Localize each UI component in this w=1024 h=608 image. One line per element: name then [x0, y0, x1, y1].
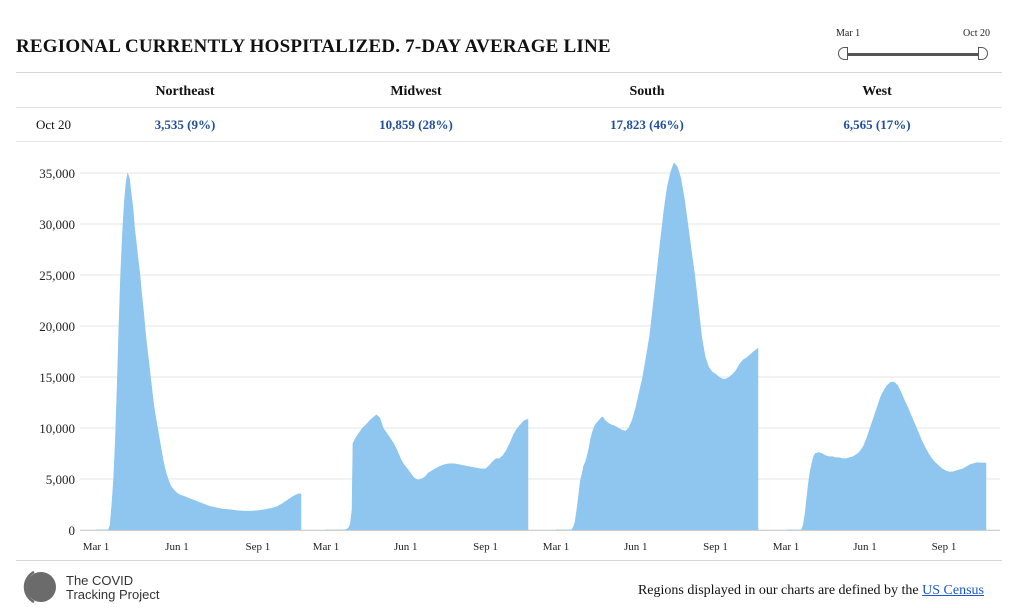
- y-tick-label: 30,000: [39, 217, 75, 232]
- y-tick-label: 5,000: [46, 472, 75, 487]
- area-series-south: [556, 162, 759, 531]
- x-tick-label: Mar 1: [543, 541, 570, 553]
- footnote-text: Regions displayed in our charts are defi…: [637, 583, 919, 598]
- footer-divider: [16, 560, 1002, 561]
- y-tick-label: 35,000: [39, 166, 75, 181]
- region-header-south: South: [629, 84, 665, 99]
- x-tick-label: Mar 1: [83, 541, 110, 553]
- logo-text: The COVID Tracking Project: [66, 574, 159, 602]
- slider-end-label: Oct 20: [963, 28, 990, 39]
- logo-line-1: The COVID: [66, 573, 134, 588]
- regions-footnote: Regions displayed in our charts are defi…: [638, 583, 984, 599]
- slider-track[interactable]: [844, 53, 984, 56]
- us-census-link[interactable]: US Census: [922, 583, 984, 598]
- header-divider: [16, 107, 1002, 108]
- region-header-west: West: [862, 84, 892, 99]
- chart-title: REGIONAL CURRENTLY HOSPITALIZED. 7-DAY A…: [16, 36, 611, 57]
- x-tick-label: Sep 1: [246, 541, 271, 553]
- x-tick-label: Mar 1: [313, 541, 340, 553]
- region-header-midwest: Midwest: [390, 84, 442, 99]
- covid-tracking-project-logo: [23, 570, 56, 604]
- title-divider: [16, 72, 1002, 73]
- slider-end-handle[interactable]: [978, 47, 988, 60]
- region-value-northeast: 3,535 (9%): [154, 117, 216, 132]
- slider-start-handle[interactable]: [838, 47, 848, 60]
- region-value-south: 17,823 (46%): [610, 117, 684, 132]
- x-tick-label: Sep 1: [932, 541, 957, 553]
- logo-line-2: Tracking Project: [66, 587, 160, 602]
- y-tick-label: 15,000: [39, 370, 75, 385]
- x-tick-label: Sep 1: [473, 541, 498, 553]
- values-divider: [16, 141, 1002, 142]
- region-value-midwest: 10,859 (28%): [379, 117, 453, 132]
- area-series-west: [786, 381, 987, 531]
- x-tick-label: Mar 1: [773, 541, 800, 553]
- region-value-west: 6,565 (17%): [843, 117, 911, 132]
- x-tick-label: Jun 1: [394, 541, 418, 553]
- x-tick-label: Jun 1: [624, 541, 648, 553]
- y-tick-label: 0: [69, 523, 76, 538]
- y-tick-label: 20,000: [39, 319, 75, 334]
- slider-start-label: Mar 1: [836, 28, 861, 39]
- current-date-label: Oct 20: [36, 117, 72, 132]
- x-tick-label: Jun 1: [853, 541, 877, 553]
- x-tick-label: Sep 1: [703, 541, 728, 553]
- area-series-midwest: [326, 414, 529, 531]
- y-tick-label: 25,000: [39, 268, 75, 283]
- x-tick-label: Jun 1: [165, 541, 189, 553]
- y-tick-label: 10,000: [39, 421, 75, 436]
- region-header-northeast: Northeast: [155, 84, 215, 99]
- date-range-slider[interactable]: Mar 1 Oct 20: [832, 28, 992, 68]
- area-series-northeast: [96, 172, 302, 531]
